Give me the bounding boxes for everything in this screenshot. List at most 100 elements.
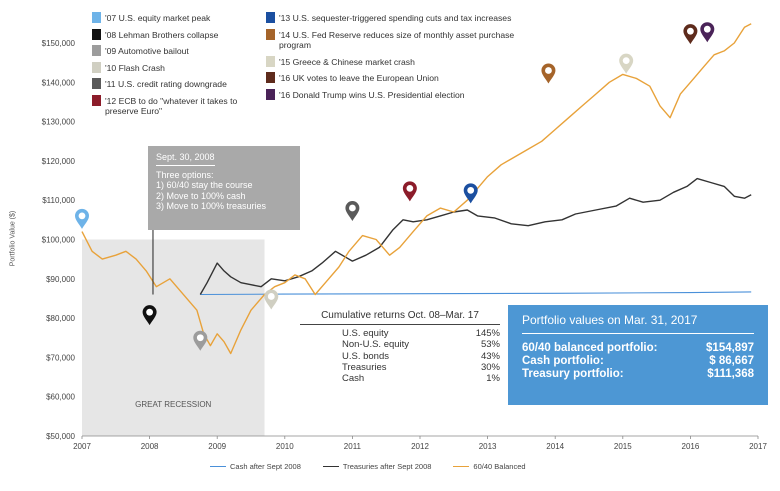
event-legend-item: '10 Flash Crash — [92, 61, 262, 74]
event-legend-item: '15 Greece & Chinese market crash — [266, 55, 538, 68]
callout-line: 1) 60/40 stay the course — [156, 180, 253, 190]
legend-label: Treasuries after Sept 2008 — [342, 462, 432, 471]
legend-item-treasuries: Treasuries after Sept 2008 — [322, 462, 432, 471]
row-label: 60/40 balanced portfolio: — [522, 342, 658, 354]
series-line-treasuries — [199, 177, 752, 295]
event-marker-pin — [463, 183, 478, 204]
event-legend-swatch — [92, 12, 101, 23]
event-legend-item: '12 ECB to do "whatever it takes to pres… — [92, 94, 262, 117]
event-legend-right: '13 U.S. sequester-triggered spending cu… — [266, 12, 538, 106]
x-tick-label: 2013 — [479, 442, 497, 451]
x-tick-label: 2010 — [276, 442, 294, 451]
event-legend-label: '12 ECB to do "whatever it takes to pres… — [105, 95, 238, 117]
row-value: 43% — [480, 350, 500, 362]
legend-swatch — [453, 466, 470, 467]
y-axis-title: Portfolio Value ($) — [9, 210, 17, 267]
y-tick-label: $50,000 — [46, 432, 75, 441]
recession-label: GREAT RECESSION — [135, 400, 211, 409]
y-tick-label: $60,000 — [46, 393, 75, 402]
legend-item-cash: Cash after Sept 2008 — [210, 462, 301, 471]
event-legend-label: '08 Lehman Brothers collapse — [105, 29, 219, 40]
legend-swatch — [210, 466, 226, 467]
event-legend-item: '13 U.S. sequester-triggered spending cu… — [266, 12, 538, 24]
event-legend-label: '07 U.S. equity market peak — [105, 13, 211, 23]
cumulative-row: U.S. bonds 43% — [300, 351, 500, 362]
event-marker-pin — [541, 63, 556, 84]
row-label: Cash — [342, 373, 365, 385]
event-marker-pin — [619, 53, 634, 74]
legend-swatch — [322, 466, 339, 467]
cumulative-row: Cash 1% — [300, 373, 500, 384]
x-tick-label: 2014 — [546, 442, 564, 451]
cumulative-row: Treasuries 30% — [300, 362, 500, 373]
event-marker-pin — [264, 289, 279, 310]
event-legend-swatch — [266, 28, 275, 40]
event-legend-item: '08 Lehman Brothers collapse — [92, 28, 262, 41]
portfolio-value-row: 60/40 balanced portfolio: $154,897 — [522, 342, 754, 355]
event-legend-swatch — [266, 88, 275, 100]
x-tick-label: 2008 — [141, 442, 159, 451]
decision-callout: Sept. 30, 2008 Three options: 1) 60/40 s… — [148, 146, 300, 230]
x-tick-label: 2009 — [208, 442, 226, 451]
event-marker-pin — [402, 181, 417, 202]
series-line-cash — [200, 291, 752, 296]
portfolio-value-row: Cash portfolio: $ 86,667 — [522, 355, 754, 368]
legend-item-balanced: 60/40 Balanced — [453, 462, 526, 471]
series-line-balanced — [81, 23, 752, 355]
row-label: Treasury portfolio: — [522, 368, 624, 380]
event-legend-swatch — [92, 78, 101, 89]
callout-title: Sept. 30, 2008 — [156, 152, 215, 166]
event-marker-pin — [75, 208, 89, 229]
cumulative-returns-table: Cumulative returns Oct. 08–Mar. 17 U.S. … — [300, 310, 500, 384]
y-tick-label: $100,000 — [42, 236, 76, 245]
callout-line: Three options: — [156, 169, 214, 180]
x-tick-label: 2015 — [614, 442, 632, 451]
event-legend-item: '16 Donald Trump wins U.S. Presidential … — [266, 88, 538, 101]
event-legend-item: '16 UK votes to leave the European Union — [266, 72, 538, 84]
y-tick-label: $70,000 — [46, 353, 75, 362]
cumulative-row: U.S. equity 145% — [300, 328, 500, 339]
event-marker-pin — [345, 201, 360, 222]
event-legend-label: '15 Greece & Chinese market crash — [279, 56, 415, 67]
row-label: U.S. bonds — [342, 350, 389, 362]
event-legend-label: '10 Flash Crash — [105, 62, 165, 73]
event-legend-label: '09 Automotive bailout — [105, 46, 189, 56]
row-value: $111,368 — [707, 368, 754, 380]
row-value: 1% — [486, 373, 500, 385]
event-legend-swatch — [266, 55, 275, 67]
row-label: Non-U.S. equity — [342, 339, 410, 351]
event-legend-swatch — [92, 61, 101, 73]
event-marker-pin — [700, 22, 715, 43]
y-tick-label: $110,000 — [42, 196, 75, 205]
recession-shade — [82, 239, 265, 436]
y-tick-label: $140,000 — [42, 78, 76, 87]
row-value: 53% — [480, 339, 500, 351]
event-legend-left: '07 U.S. equity market peak '08 Lehman Br… — [92, 12, 262, 123]
event-legend-swatch — [92, 45, 101, 56]
event-legend-item: '07 U.S. equity market peak — [92, 12, 262, 24]
x-tick-label: 2011 — [344, 442, 362, 451]
series-legend: Cash after Sept 2008 Treasuries after Se… — [210, 462, 548, 471]
event-legend-swatch — [92, 94, 101, 106]
x-tick-label: 2007 — [73, 442, 91, 451]
event-legend-label: '16 Donald Trump wins U.S. Presidential … — [279, 89, 465, 100]
event-legend-label: '16 UK votes to leave the European Union — [279, 73, 439, 83]
x-tick-label: 2012 — [411, 442, 429, 451]
event-legend-label: '14 U.S. Fed Reserve reduces size of mon… — [279, 29, 515, 51]
event-legend-swatch — [266, 12, 275, 23]
portfolio-values-title: Portfolio values on Mar. 31, 2017 — [522, 313, 754, 334]
cumulative-returns-title: Cumulative returns Oct. 08–Mar. 17 — [300, 310, 500, 325]
y-tick-label: $130,000 — [42, 118, 76, 127]
event-legend-label: '11 U.S. credit rating downgrade — [105, 79, 227, 89]
event-marker-pin — [683, 24, 698, 45]
legend-label: 60/40 Balanced — [473, 462, 526, 471]
y-tick-label: $120,000 — [42, 157, 76, 166]
row-label: Treasuries — [342, 361, 387, 373]
callout-line: 3) Move to 100% treasuries — [156, 201, 267, 211]
row-value: 145% — [475, 328, 500, 339]
legend-label: Cash after Sept 2008 — [230, 462, 301, 471]
event-marker-pin — [142, 305, 157, 326]
event-legend-swatch — [92, 28, 101, 40]
